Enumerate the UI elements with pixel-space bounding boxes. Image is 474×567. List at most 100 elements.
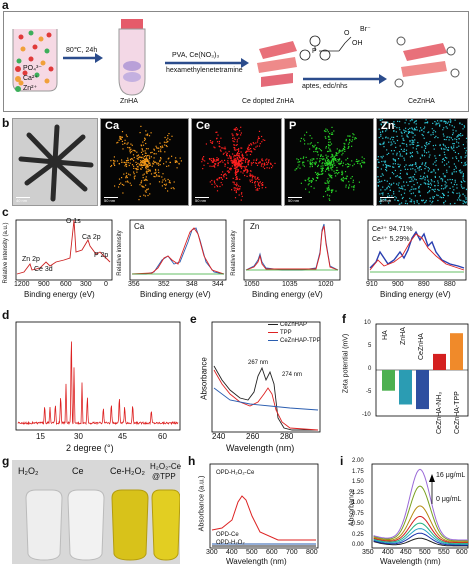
legend-zn: Zn²⁺ [23, 85, 38, 92]
eds-dot [390, 150, 393, 152]
eds-dot [358, 181, 360, 183]
eds-dot [268, 167, 270, 169]
eds-dot [440, 178, 442, 180]
ca-map-label: Ca [105, 120, 120, 132]
eds-dot [348, 184, 351, 186]
eds-dot [201, 161, 203, 163]
eds-dot [236, 188, 239, 191]
eds-dot [318, 173, 320, 175]
eds-dot [111, 164, 113, 167]
eds-dot [440, 147, 442, 149]
eds-dot [453, 149, 455, 152]
eds-dot [462, 134, 464, 136]
eds-dot [309, 164, 312, 166]
eds-dot [382, 174, 384, 176]
i-series-7 [373, 468, 468, 541]
eds-dot [380, 133, 382, 136]
opd-label-2: OPD-H₂O₂ [216, 540, 245, 546]
panel-f-letter: f [342, 312, 346, 326]
eds-dot [114, 160, 116, 162]
eds-dot [236, 155, 238, 157]
eds-dot [235, 144, 237, 146]
eds-dot [430, 179, 432, 181]
eds-dot [144, 190, 146, 192]
eds-dot [461, 123, 463, 125]
eds-dot [246, 169, 248, 171]
eds-dot [127, 162, 129, 164]
eds-dot [428, 181, 430, 183]
eds-dot [132, 158, 134, 160]
peak-ca2p: Ca 2p [82, 234, 101, 241]
eds-dot [235, 129, 237, 131]
eds-dot [463, 126, 466, 128]
panel-h-letter: h [188, 454, 196, 468]
eds-dot [453, 126, 455, 128]
eds-dot [434, 188, 436, 190]
eds-dot [131, 151, 133, 153]
eds-dot [237, 158, 239, 160]
eds-dot [326, 129, 328, 131]
eds-dot [326, 162, 329, 164]
eds-dot [447, 149, 449, 151]
eds-dot [327, 178, 329, 180]
eds-dot [246, 150, 248, 152]
i-bottom-label: 0 μg/mL [436, 496, 462, 503]
eds-dot [212, 165, 215, 167]
eds-dot [446, 136, 448, 138]
eds-dot [234, 147, 236, 149]
eds-dot [254, 184, 256, 186]
eds-dot [254, 177, 256, 179]
eds-dot [407, 131, 409, 133]
eds-dot [141, 166, 143, 169]
eds-dot [235, 176, 237, 179]
eds-dot [409, 197, 411, 199]
uv-legend-0: CeZnHAP [268, 322, 307, 328]
eds-dot [327, 188, 329, 190]
eds-dot [329, 164, 331, 166]
eds-dot [236, 133, 238, 136]
eds-dot [139, 156, 141, 158]
eds-dot [386, 149, 388, 151]
eds-dot [137, 154, 140, 156]
eds-dot [214, 186, 216, 188]
eds-dot [419, 195, 421, 197]
eds-dot [239, 160, 241, 162]
eds-dot [429, 154, 431, 156]
eds-dot [142, 153, 144, 156]
eds-dot [432, 131, 434, 133]
eds-dot [463, 200, 465, 202]
eds-dot [363, 161, 365, 163]
eds-dot [388, 165, 390, 167]
eds-dot [135, 168, 137, 170]
xrd-xtick-2: 45 [118, 432, 127, 441]
eds-dot [229, 156, 231, 158]
eds-dot [345, 138, 347, 141]
eds-dot [312, 178, 314, 180]
eds-dot [159, 164, 161, 166]
eds-dot [386, 188, 388, 190]
eds-dot [227, 157, 229, 159]
eds-dot [327, 162, 329, 164]
i-series-1 [373, 532, 468, 546]
eds-dot [364, 162, 366, 164]
eds-dot [444, 200, 447, 202]
eds-dot [153, 160, 155, 162]
eds-dot [355, 160, 357, 163]
eds-dot [222, 147, 224, 149]
eds-dot [317, 164, 319, 166]
eds-dot [341, 180, 343, 182]
eds-dot [213, 159, 215, 161]
eds-dot [162, 179, 164, 181]
eds-dot [380, 168, 382, 170]
eds-dot [405, 164, 407, 166]
eds-dot [238, 188, 240, 190]
eds-dot [446, 127, 448, 129]
eds-dot [407, 132, 410, 134]
eds-dot [431, 180, 433, 182]
eds-dot [419, 178, 421, 180]
eds-dot [340, 179, 342, 181]
eds-dot [459, 169, 462, 171]
eds-dot [353, 134, 355, 136]
eds-dot [112, 159, 114, 161]
eds-dot [420, 129, 423, 131]
